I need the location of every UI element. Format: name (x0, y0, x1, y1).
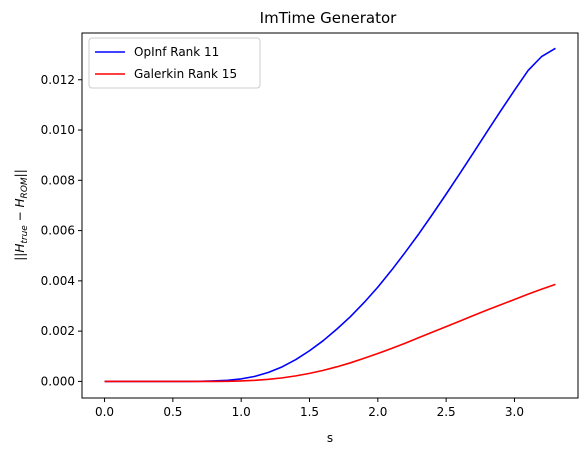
x-tick-label: 0.0 (95, 405, 114, 419)
y-tick-label: 0.006 (41, 224, 75, 238)
y-tick-label: 0.000 (41, 374, 75, 388)
x-tick-label: 3.0 (505, 405, 524, 419)
y-label-sub2: ROM (20, 177, 30, 198)
x-tick-label: 2.5 (437, 405, 456, 419)
y-tick-label: 0.012 (41, 73, 75, 87)
y-axis-label: ||Htrue − HROM|| (13, 169, 30, 261)
plot-frame (81, 32, 579, 399)
y-tick-label: 0.004 (41, 274, 75, 288)
y-label-minus: − (13, 207, 27, 225)
x-tick-label: 2.0 (368, 405, 387, 419)
legend-label-opinf: OpInf Rank 11 (134, 45, 219, 59)
series-line-opinf (104, 47, 556, 383)
chart-title: ImTime Generator (260, 9, 398, 27)
x-axis-label: s (327, 431, 333, 445)
y-axis: 0.000 0.002 0.004 0.006 0.008 0.010 0.012 (41, 73, 82, 388)
legend-label-galerkin: Galerkin Rank 15 (134, 67, 237, 81)
y-label-sub1: true (20, 225, 30, 244)
x-axis: 0.0 0.5 1.0 1.5 2.0 2.5 3.0 (95, 398, 524, 419)
x-tick-label: 1.0 (232, 405, 251, 419)
series-line-galerkin (104, 283, 556, 383)
x-tick-label: 0.5 (163, 405, 182, 419)
legend: OpInf Rank 11 Galerkin Rank 15 (88, 37, 261, 89)
x-tick-label: 1.5 (300, 405, 319, 419)
plot-area (104, 47, 556, 383)
y-label-h2: H (13, 198, 27, 207)
y-label-open: || (13, 253, 27, 261)
legend-box (88, 37, 261, 89)
y-tick-label: 0.008 (41, 173, 75, 187)
y-label-close: || (13, 169, 27, 177)
y-tick-label: 0.002 (41, 324, 75, 338)
y-label-h1: H (13, 244, 27, 253)
y-tick-label: 0.010 (41, 123, 75, 137)
